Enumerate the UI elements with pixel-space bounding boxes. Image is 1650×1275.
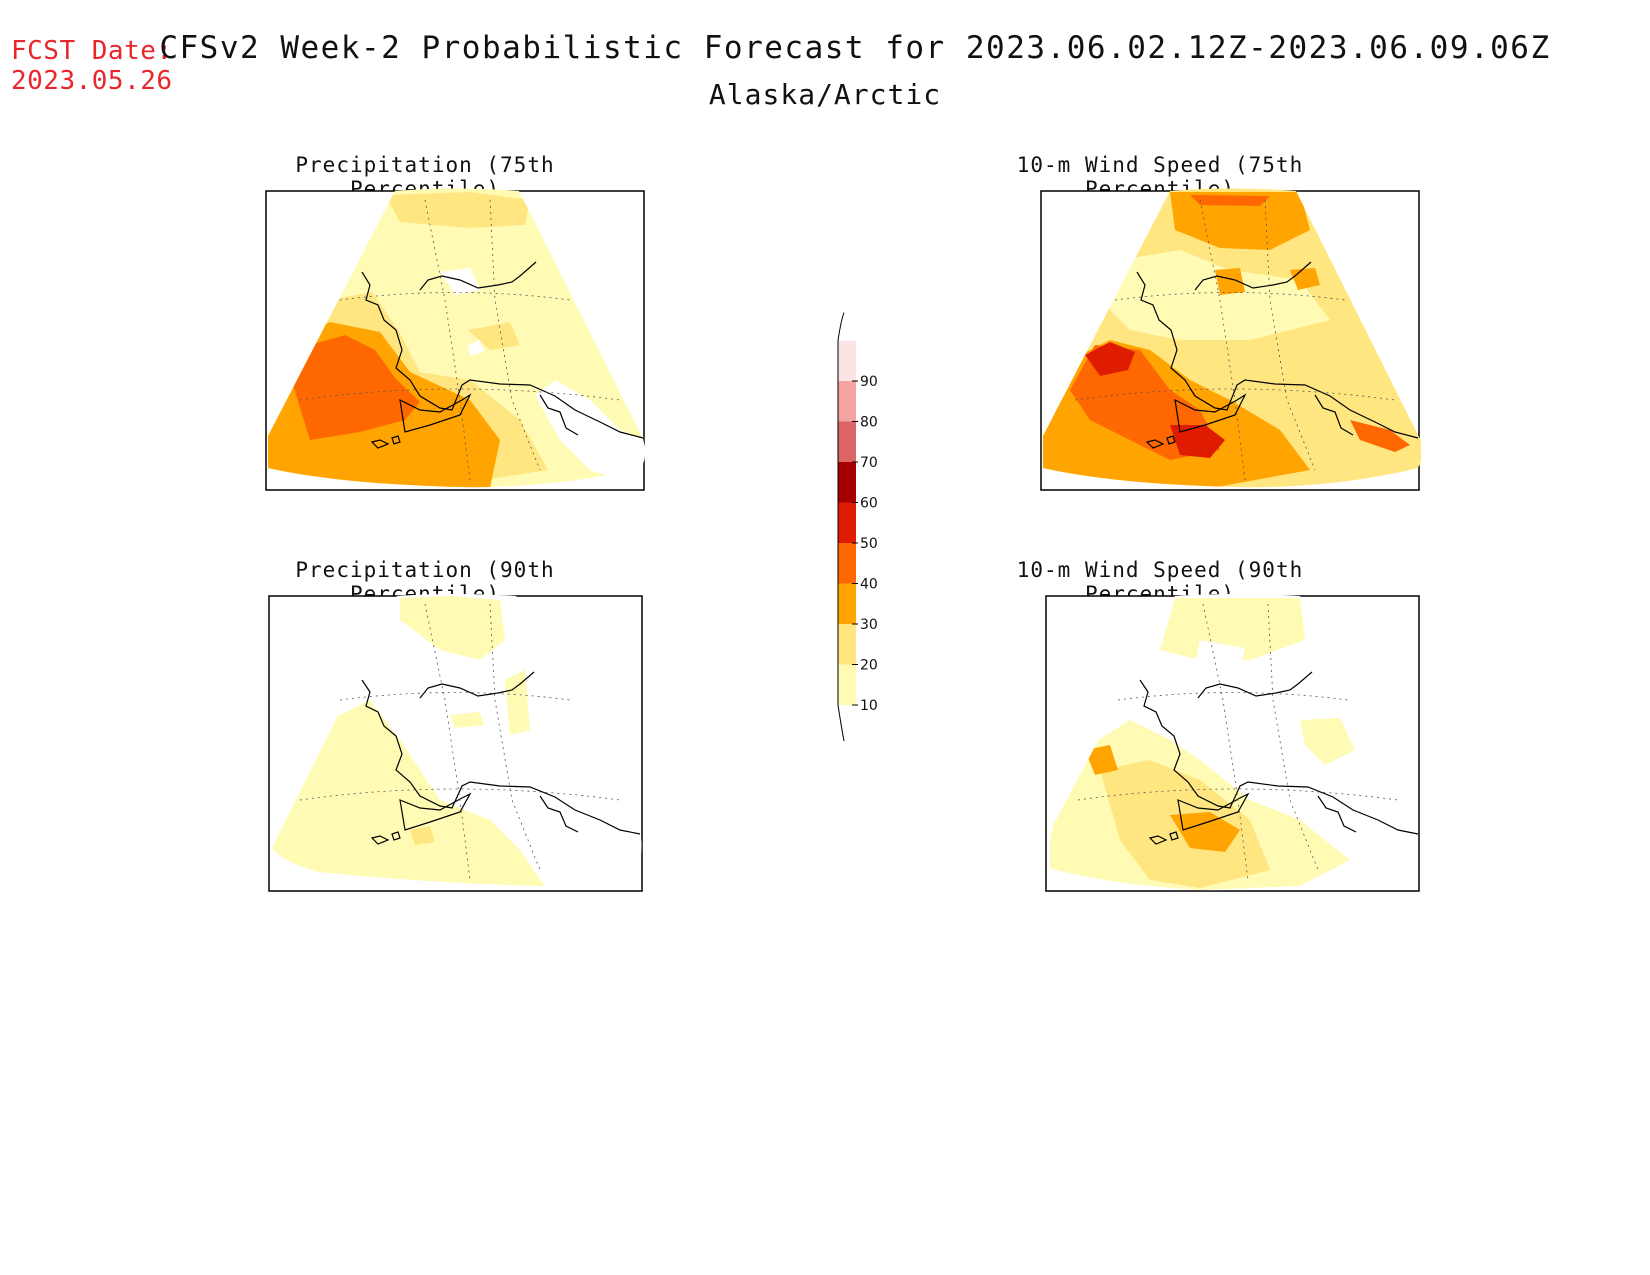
colorbar-swatch <box>838 421 856 462</box>
colorbar-tick-label: 90 <box>860 374 878 390</box>
colorbar-swatch <box>838 543 856 584</box>
region-subtitle: Alaska/Arctic <box>708 78 942 111</box>
map-panel-wind-90 <box>1045 594 1420 892</box>
map-panel-precip-90 <box>268 594 643 892</box>
colorbar-swatch <box>838 624 856 665</box>
colorbar-swatch <box>838 462 856 503</box>
forecast-date-block: FCST Date: 2023.05.26 <box>11 36 173 96</box>
colorbar-tick-label: 80 <box>860 415 878 431</box>
colorbar-swatch <box>838 583 856 624</box>
colorbar: 10 20 30 40 50 60 70 80 90 <box>837 312 878 742</box>
main-title: CFSv2 Week-2 Probabilistic Forecast for … <box>159 30 1551 66</box>
colorbar-swatch <box>838 381 856 422</box>
colorbar-tick-label: 10 <box>860 698 878 714</box>
colorbar-tick-label: 30 <box>860 617 878 633</box>
colorbar-tick-label: 50 <box>860 536 878 552</box>
map-panel-precip-75 <box>265 188 646 491</box>
colorbar-tick-label: 70 <box>860 455 878 471</box>
colorbar-tick-label: 40 <box>860 577 878 593</box>
colorbar-bottom-cap <box>837 704 845 742</box>
colorbar-top-cap <box>837 312 845 341</box>
map-panel-wind-75 <box>1040 188 1421 491</box>
fcst-date-value: 2023.05.26 <box>11 66 173 96</box>
colorbar-swatch <box>838 664 856 705</box>
colorbar-tick-label: 20 <box>860 658 878 674</box>
fcst-date-label: FCST Date: <box>11 36 173 66</box>
colorbar-tick-label: 60 <box>860 496 878 512</box>
colorbar-swatch <box>838 502 856 543</box>
colorbar-swatch <box>838 340 856 381</box>
